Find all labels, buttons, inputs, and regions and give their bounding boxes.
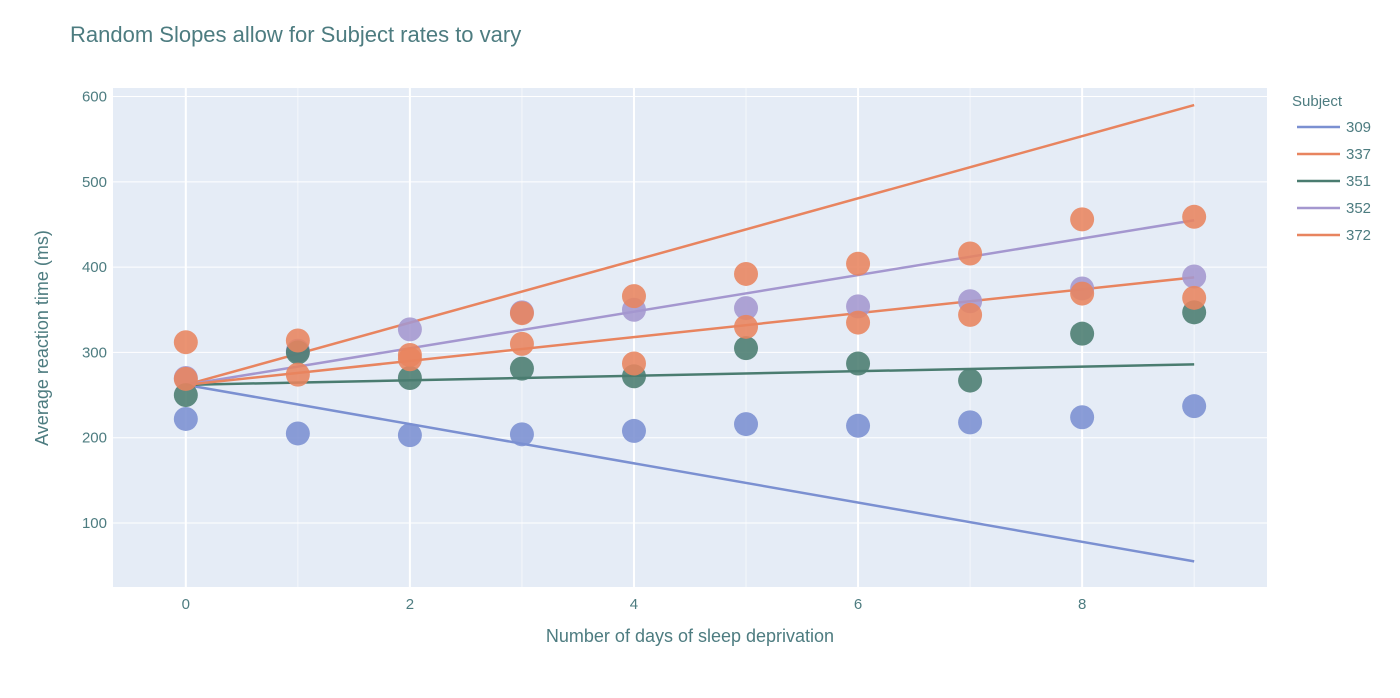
point-309[interactable] [846,413,871,438]
point-372[interactable] [173,366,198,391]
point-337[interactable] [734,261,759,286]
point-372[interactable] [285,362,310,387]
y-tick-label: 500 [82,174,107,191]
point-372[interactable] [734,314,759,339]
point-372[interactable] [621,351,646,376]
point-372[interactable] [958,302,983,327]
point-351[interactable] [958,368,983,393]
point-309[interactable] [397,423,422,448]
legend-item-351[interactable]: 351 [1297,173,1371,190]
y-axis-title: Average reaction time (ms) [32,230,52,446]
point-337[interactable] [397,347,422,372]
legend-item-372[interactable]: 372 [1297,227,1371,244]
chart-title: Random Slopes allow for Subject rates to… [70,22,521,47]
fit-line-309 [185,383,1195,563]
legend-label: 337 [1346,146,1371,163]
x-tick-label: 2 [406,596,414,613]
point-337[interactable] [173,330,198,355]
point-337[interactable] [846,251,871,276]
data-points [173,204,1207,448]
x-tick-label: 0 [182,596,190,613]
point-309[interactable] [958,410,983,435]
legend-label: 351 [1346,173,1371,190]
point-372[interactable] [509,331,534,356]
y-tick-label: 600 [82,89,107,106]
legend-label: 372 [1346,227,1371,244]
legend-item-309[interactable]: 309 [1297,119,1371,136]
x-tick-label: 8 [1078,596,1086,613]
point-309[interactable] [621,418,646,443]
legend-title: Subject [1292,93,1343,110]
legend-label: 352 [1346,200,1371,217]
point-351[interactable] [397,366,422,391]
point-372[interactable] [1070,281,1095,306]
y-tick-label: 100 [82,515,107,532]
fit-line-351 [185,363,1195,387]
point-351[interactable] [734,336,759,361]
point-337[interactable] [958,241,983,266]
legend-label: 309 [1346,119,1371,136]
x-tick-label: 6 [854,596,862,613]
legend[interactable]: Subject 309 337 351 352 372 [1292,93,1371,244]
y-tick-label: 300 [82,344,107,361]
point-309[interactable] [734,412,759,437]
point-309[interactable] [173,406,198,431]
fit-line-372 [185,276,1195,387]
y-tick-label: 200 [82,430,107,447]
fit-line-337 [185,103,1195,387]
fit-lines [185,103,1195,563]
legend-item-352[interactable]: 352 [1297,200,1371,217]
point-337[interactable] [285,328,310,353]
x-tick-label: 4 [630,596,638,613]
point-337[interactable] [509,301,534,326]
x-axis-title: Number of days of sleep deprivation [546,626,834,646]
point-337[interactable] [621,284,646,309]
point-309[interactable] [285,421,310,446]
point-352[interactable] [734,296,759,321]
point-352[interactable] [397,317,422,342]
point-351[interactable] [509,356,534,381]
point-309[interactable] [1070,405,1095,430]
fit-line-352 [185,218,1195,387]
point-372[interactable] [846,310,871,335]
y-tick-label: 400 [82,259,107,276]
point-351[interactable] [846,351,871,376]
legend-item-337[interactable]: 337 [1297,146,1371,163]
point-337[interactable] [1070,207,1095,232]
point-337[interactable] [1182,204,1207,229]
point-352[interactable] [1182,264,1207,289]
point-309[interactable] [1182,394,1207,419]
plot-background [113,88,1267,587]
axis-ticks: 0 2 4 6 8 100 200 300 400 500 600 [82,89,1086,613]
point-372[interactable] [1182,285,1207,310]
point-309[interactable] [509,422,534,447]
point-351[interactable] [1070,321,1095,346]
